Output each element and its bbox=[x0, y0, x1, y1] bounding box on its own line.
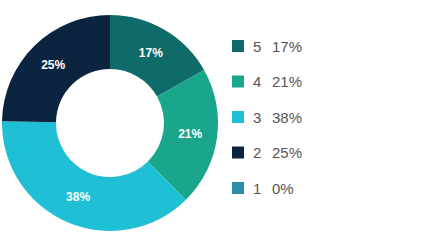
legend-value: 17% bbox=[272, 38, 302, 55]
data-label: 38% bbox=[66, 190, 90, 204]
legend-swatch bbox=[232, 147, 244, 159]
legend-value: 21% bbox=[272, 73, 302, 90]
legend-label: 4 bbox=[253, 73, 261, 90]
legend-swatch bbox=[232, 182, 244, 194]
data-label: 21% bbox=[178, 127, 202, 141]
legend-value: 0% bbox=[272, 180, 294, 197]
slice bbox=[110, 15, 111, 69]
legend-label: 2 bbox=[253, 144, 261, 161]
slices bbox=[2, 15, 218, 231]
chart: 17% 21% 38% 25% 5 17% 4 21% 3 38% 2 25% 1 0% bbox=[0, 0, 443, 246]
legend-label: 5 bbox=[253, 38, 261, 55]
legend-label: 1 bbox=[253, 180, 261, 197]
legend-swatch bbox=[232, 111, 244, 123]
data-label: 25% bbox=[41, 58, 65, 72]
legend-swatch bbox=[232, 40, 244, 52]
legend-label: 3 bbox=[253, 109, 261, 126]
legend: 5 17% 4 21% 3 38% 2 25% 1 0% bbox=[232, 38, 302, 197]
legend-value: 25% bbox=[272, 144, 302, 161]
slice bbox=[2, 15, 110, 122]
legend-swatch bbox=[232, 76, 244, 88]
data-label: 17% bbox=[139, 46, 163, 60]
legend-value: 38% bbox=[272, 109, 302, 126]
slice bbox=[2, 121, 186, 231]
data-labels: 17% 21% 38% 25% bbox=[41, 46, 202, 204]
